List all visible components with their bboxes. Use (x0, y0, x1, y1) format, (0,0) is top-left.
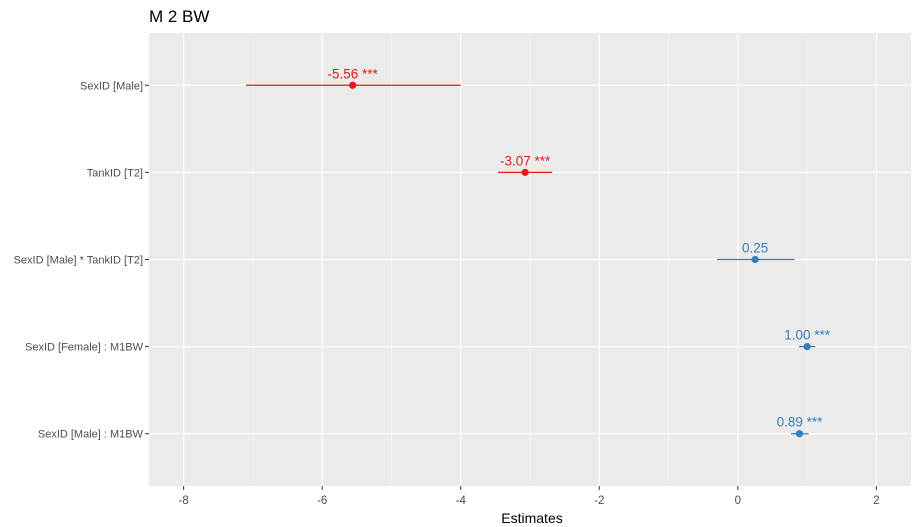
x-axis-tick-label: -2 (594, 495, 604, 507)
x-axis-tick-label: -6 (317, 495, 327, 507)
x-axis-tick-label: -8 (179, 495, 189, 507)
x-axis-tick-label: 2 (873, 495, 879, 507)
estimate-label: 0.89 *** (777, 415, 824, 430)
x-axis-title: Estimates (501, 510, 562, 526)
y-axis-label: SexID [Female] : M1BW (25, 342, 144, 354)
chart-title: M 2 BW (149, 7, 209, 26)
y-axis-label: SexID [Male] : M1BW (38, 429, 144, 441)
y-axis-label: SexID [Male] (80, 80, 143, 92)
estimate-point (751, 255, 759, 264)
estimate-point (803, 343, 811, 351)
estimate-point (349, 81, 357, 89)
x-axis-tick-label: -4 (456, 495, 467, 507)
estimate-marks: -5.56 *** -3.07 *** 0.25 1.00 *** 0.89 *** (245, 66, 831, 438)
watermark-text: https://blog.csdn.net/yijiaobani (738, 501, 912, 516)
estimate-label: 1.00 *** (784, 328, 831, 343)
estimate-label: -5.56 *** (328, 66, 379, 81)
x-axis-tick-label: 0 (735, 495, 741, 507)
y-axis-label: SexID [Male] * TankID [T2] (14, 255, 143, 267)
estimate-label: 0.25 (742, 241, 768, 256)
x-axis: -8 -6 -4 -2 0 2 (179, 486, 880, 507)
estimate-point (795, 430, 804, 438)
y-axis: SexID [Male] TankID [T2] SexID [Male] * Ta… (14, 80, 149, 441)
estimate-point (521, 168, 529, 176)
y-axis-label: TankID [T2] (87, 167, 143, 179)
estimate-label: -3.07 *** (500, 153, 551, 168)
